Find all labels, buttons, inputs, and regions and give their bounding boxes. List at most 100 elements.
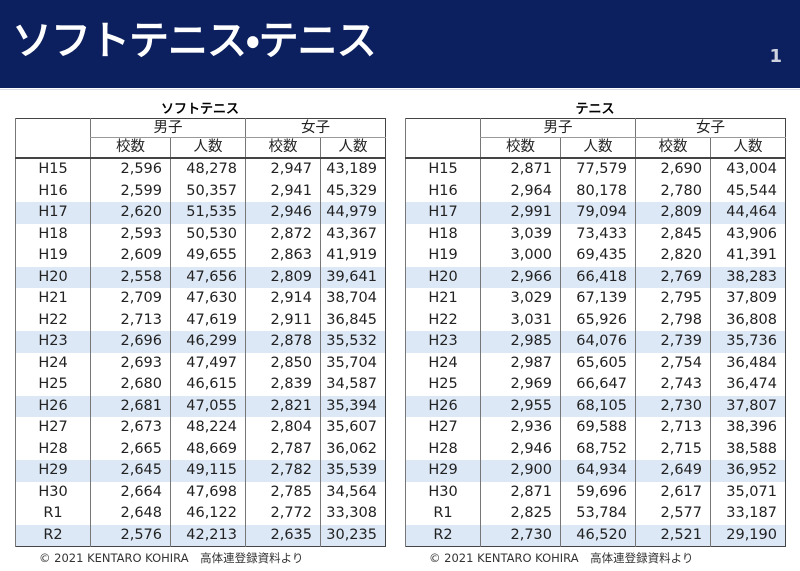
row-label: H23 xyxy=(405,331,481,353)
cell: 64,934 xyxy=(560,460,636,482)
row-label: H25 xyxy=(15,374,91,396)
cell: 59,696 xyxy=(560,481,636,503)
data-row: R2 2,576 42,213 2,635 30,235 xyxy=(15,524,386,547)
row-label: H26 xyxy=(405,395,481,417)
cell: 3,000 xyxy=(480,245,561,267)
data-row: H27 2,673 48,224 2,804 35,607 xyxy=(15,417,386,439)
data-row: H24 2,693 47,497 2,850 35,704 xyxy=(15,352,386,374)
cell: 2,985 xyxy=(480,331,561,353)
data-row: H30 2,871 59,696 2,617 35,071 xyxy=(405,481,786,503)
cell: 2,821 xyxy=(245,395,321,417)
cell: 36,062 xyxy=(320,438,386,460)
cell: 2,673 xyxy=(90,417,171,439)
data-row: R1 2,825 53,784 2,577 33,187 xyxy=(405,503,786,525)
row-label: H27 xyxy=(15,417,91,439)
cell: 2,785 xyxy=(245,481,321,503)
column-header: 人数 xyxy=(560,137,636,159)
cell: 64,076 xyxy=(560,331,636,353)
data-table: 男子 女子 校数 人数 校数 人数 H15 2,871 77,579 2,690 43,004 H16… xyxy=(405,118,786,547)
row-label: H24 xyxy=(405,352,481,374)
row-label: H15 xyxy=(15,158,91,181)
cell: 2,871 xyxy=(480,158,561,181)
cell: 46,299 xyxy=(170,331,246,353)
cell: 2,872 xyxy=(245,223,321,245)
cell: 38,704 xyxy=(320,288,386,310)
cell: 47,619 xyxy=(170,309,246,331)
data-row: H16 2,964 80,178 2,780 45,544 xyxy=(405,180,786,202)
cell: 33,187 xyxy=(710,503,786,525)
row-label: H30 xyxy=(15,481,91,503)
table-block: ソフトテニス 男子 女子 校数 人数 校数 人数 H15 2,596 48,278 2,947 43,… xyxy=(15,101,386,566)
cell: 3,029 xyxy=(480,288,561,310)
cell: 50,357 xyxy=(170,180,246,202)
cell: 2,681 xyxy=(90,395,171,417)
row-label: R1 xyxy=(405,503,481,525)
cell: 2,946 xyxy=(480,438,561,460)
cell: 2,966 xyxy=(480,266,561,288)
cell: 30,235 xyxy=(320,524,386,547)
group-row: 男子 女子 xyxy=(15,118,386,159)
cell: 36,808 xyxy=(710,309,786,331)
cell: 2,715 xyxy=(635,438,711,460)
cell: 43,189 xyxy=(320,158,386,181)
row-label: H19 xyxy=(405,245,481,267)
corner-cell xyxy=(15,118,91,159)
cell: 37,809 xyxy=(710,288,786,310)
cell: 2,665 xyxy=(90,438,171,460)
cell: 2,804 xyxy=(245,417,321,439)
cell: 2,730 xyxy=(635,395,711,417)
title: ソフトテニス・テニス xyxy=(12,18,377,64)
row-label: R2 xyxy=(15,524,91,547)
row-label: H22 xyxy=(15,309,91,331)
cell: 69,435 xyxy=(560,245,636,267)
cell: 2,795 xyxy=(635,288,711,310)
row-label: H20 xyxy=(15,266,91,288)
cell: 2,839 xyxy=(245,374,321,396)
cell: 66,418 xyxy=(560,266,636,288)
data-row: H28 2,946 68,752 2,715 38,588 xyxy=(405,438,786,460)
table-caption: テニス xyxy=(575,102,615,117)
row-label: H27 xyxy=(405,417,481,439)
column-header: 校数 xyxy=(90,137,171,159)
cell: 2,787 xyxy=(245,438,321,460)
cell: 2,769 xyxy=(635,266,711,288)
cell: 48,669 xyxy=(170,438,246,460)
row-label: H17 xyxy=(15,202,91,224)
data-row: H24 2,987 65,605 2,754 36,484 xyxy=(405,352,786,374)
row-label: H21 xyxy=(15,288,91,310)
cell: 49,655 xyxy=(170,245,246,267)
row-label: H25 xyxy=(405,374,481,396)
cell: 79,094 xyxy=(560,202,636,224)
data-row: H17 2,620 51,535 2,946 44,979 xyxy=(15,202,386,224)
cell: 2,558 xyxy=(90,266,171,288)
cell: 41,391 xyxy=(710,245,786,267)
row-label: H30 xyxy=(405,481,481,503)
row-label: H16 xyxy=(15,180,91,202)
data-row: H28 2,665 48,669 2,787 36,062 xyxy=(15,438,386,460)
cell: 69,588 xyxy=(560,417,636,439)
cell: 43,906 xyxy=(710,223,786,245)
cell: 35,071 xyxy=(710,481,786,503)
header-band: ソフトテニス・テニス 1 xyxy=(0,0,800,88)
cell: 2,900 xyxy=(480,460,561,482)
cell: 2,955 xyxy=(480,395,561,417)
cell: 2,696 xyxy=(90,331,171,353)
data-row: H20 2,966 66,418 2,769 38,283 xyxy=(405,266,786,288)
data-row: H15 2,871 77,579 2,690 43,004 xyxy=(405,158,786,181)
cell: 39,641 xyxy=(320,266,386,288)
cell: 73,433 xyxy=(560,223,636,245)
cell: 77,579 xyxy=(560,158,636,181)
cell: 45,329 xyxy=(320,180,386,202)
row-label: H29 xyxy=(405,460,481,482)
cell: 67,139 xyxy=(560,288,636,310)
cell: 2,713 xyxy=(90,309,171,331)
column-header: 人数 xyxy=(320,137,386,159)
cell: 2,911 xyxy=(245,309,321,331)
cell: 35,394 xyxy=(320,395,386,417)
cell: 42,213 xyxy=(170,524,246,547)
data-row: H21 3,029 67,139 2,795 37,809 xyxy=(405,288,786,310)
data-row: H26 2,681 47,055 2,821 35,394 xyxy=(15,395,386,417)
cell: 46,122 xyxy=(170,503,246,525)
cell: 41,919 xyxy=(320,245,386,267)
row-label: R1 xyxy=(15,503,91,525)
